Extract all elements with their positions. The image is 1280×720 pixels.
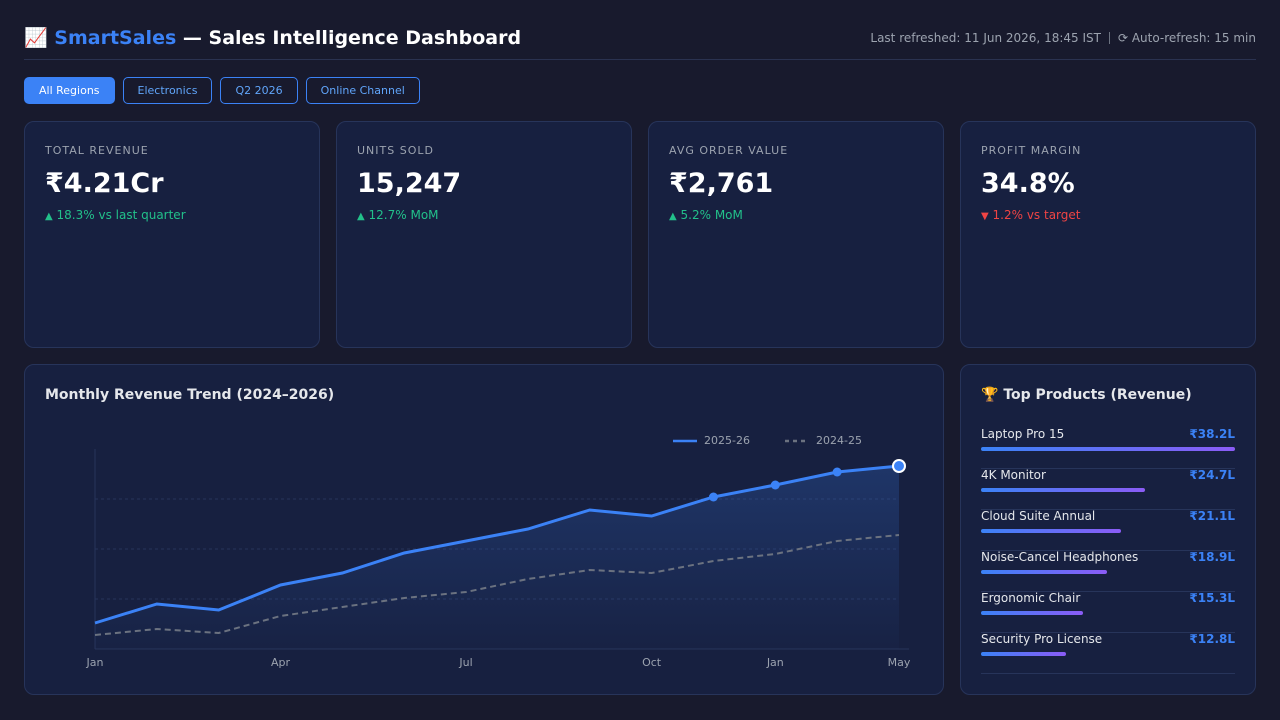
header-icon: 📈 xyxy=(24,27,48,49)
point xyxy=(770,480,780,490)
x-tick-label: Apr xyxy=(271,656,291,669)
x-tick-label: May xyxy=(888,656,911,669)
product-bar xyxy=(981,570,1107,574)
product-name: Laptop Pro 15 xyxy=(981,427,1065,441)
kpi-card: PROFIT MARGIN 34.8% ▼ 1.2% vs target xyxy=(960,121,1256,348)
kpi-arrow: ▼ xyxy=(981,211,989,222)
products-title: 🏆 Top Products (Revenue) xyxy=(981,387,1192,403)
product-value: ₹12.8L xyxy=(1189,632,1235,646)
brand: SmartSales xyxy=(54,27,177,49)
area xyxy=(95,466,899,649)
kpi-delta: ▲ 18.3% vs last quarter xyxy=(45,208,186,222)
legend-label: 2025-26 xyxy=(704,434,750,447)
kpi-arrow: ▲ xyxy=(357,211,365,222)
product-value: ₹38.2L xyxy=(1189,427,1235,441)
product-value: ₹15.3L xyxy=(1189,591,1235,605)
product-row: 4K Monitor ₹24.7L xyxy=(981,468,1235,510)
chart-title: Monthly Revenue Trend (2024–2026) xyxy=(45,387,335,403)
product-row: Noise-Cancel Headphones ₹18.9L xyxy=(981,550,1235,592)
refresh-info: Last refreshed: 11 Jun 2026, 18:45 IST ⟳ … xyxy=(870,31,1256,45)
product-name: Cloud Suite Annual xyxy=(981,509,1096,523)
kpi-card: AVG ORDER VALUE ₹2,761 ▲ 5.2% MoM xyxy=(648,121,944,348)
filter-chip[interactable]: Online Channel xyxy=(305,77,420,104)
kpi-value: 15,247 xyxy=(357,168,462,199)
filter-chip[interactable]: All Regions xyxy=(24,77,115,104)
kpi-delta: ▲ 12.7% MoM xyxy=(357,208,439,222)
point xyxy=(892,459,906,473)
auto-refresh[interactable]: ⟳ Auto-refresh: 15 min xyxy=(1117,31,1256,45)
kpi-value: ₹2,761 xyxy=(669,168,774,199)
kpi-label: TOTAL REVENUE xyxy=(45,144,149,157)
product-bar xyxy=(981,488,1146,492)
kpi-delta-text: 12.7% MoM xyxy=(368,208,439,222)
kpi-label: UNITS SOLD xyxy=(357,144,434,157)
product-name: 4K Monitor xyxy=(981,468,1046,482)
kpi-delta-text: 1.2% vs target xyxy=(992,208,1081,222)
separator xyxy=(1108,32,1110,44)
legend-label: 2024-25 xyxy=(816,434,862,447)
products-heading: Top Products (Revenue) xyxy=(1003,387,1192,403)
products-icon: 🏆 xyxy=(981,387,999,403)
kpi-card: UNITS SOLD 15,247 ▲ 12.7% MoM xyxy=(336,121,632,348)
kpi-value: ₹4.21Cr xyxy=(45,168,164,199)
product-bar xyxy=(981,447,1235,451)
last-refreshed: Last refreshed: 11 Jun 2026, 18:45 IST xyxy=(870,31,1101,45)
point xyxy=(708,492,718,502)
product-name: Ergonomic Chair xyxy=(981,591,1081,605)
kpi-label: PROFIT MARGIN xyxy=(981,144,1082,157)
line xyxy=(94,464,900,625)
product-row: Ergonomic Chair ₹15.3L xyxy=(981,591,1235,633)
kpi-delta: ▼ 1.2% vs target xyxy=(981,208,1081,222)
x-tick-label: Oct xyxy=(642,656,662,669)
kpi-arrow: ▲ xyxy=(45,211,53,222)
product-row: Security Pro License ₹12.8L xyxy=(981,632,1235,674)
x-tick-label: Jan xyxy=(766,656,784,669)
filter-bar: All Regions Electronics Q2 2026 Online Chan… xyxy=(24,77,420,104)
product-row: Cloud Suite Annual ₹21.1L xyxy=(981,509,1235,551)
point xyxy=(832,467,842,477)
kpi-card: TOTAL REVENUE ₹4.21Cr ▲ 18.3% vs last quar… xyxy=(24,121,320,348)
kpi-delta-text: 18.3% vs last quarter xyxy=(56,208,186,222)
header-title: 📈 SmartSales — Sales Intelligence Dashbo… xyxy=(24,26,521,49)
line xyxy=(94,534,900,636)
product-value: ₹21.1L xyxy=(1189,509,1235,523)
product-bar xyxy=(981,529,1122,533)
chart-card: Monthly Revenue Trend (2024–2026) Jan Apr… xyxy=(24,364,944,695)
product-name: Security Pro License xyxy=(981,632,1103,646)
kpi-delta: ▲ 5.2% MoM xyxy=(669,208,743,222)
product-bar xyxy=(981,611,1083,615)
product-value: ₹24.7L xyxy=(1189,468,1235,482)
product-value: ₹18.9L xyxy=(1189,550,1235,564)
chart: Jan Apr Jul Oct Jan May 2025-26 2024-25 xyxy=(86,434,911,669)
products-card: 🏆 Top Products (Revenue) Laptop Pro 15 ₹3… xyxy=(960,364,1256,695)
title: — Sales Intelligence Dashboard xyxy=(182,27,522,49)
product-name: Noise-Cancel Headphones xyxy=(981,550,1139,564)
kpi-arrow: ▲ xyxy=(669,211,677,222)
kpi-value: 34.8% xyxy=(981,168,1075,199)
filter-chip[interactable]: Q2 2026 xyxy=(220,77,298,104)
x-tick-label: Jul xyxy=(458,656,472,669)
header-rule xyxy=(24,59,1256,60)
product-row: Laptop Pro 15 ₹38.2L xyxy=(981,427,1235,469)
product-bar xyxy=(981,652,1067,656)
kpi-label: AVG ORDER VALUE xyxy=(669,144,789,157)
filter-chip[interactable]: Electronics xyxy=(122,77,213,104)
kpi-delta-text: 5.2% MoM xyxy=(680,208,743,222)
x-tick-label: Jan xyxy=(86,656,104,669)
